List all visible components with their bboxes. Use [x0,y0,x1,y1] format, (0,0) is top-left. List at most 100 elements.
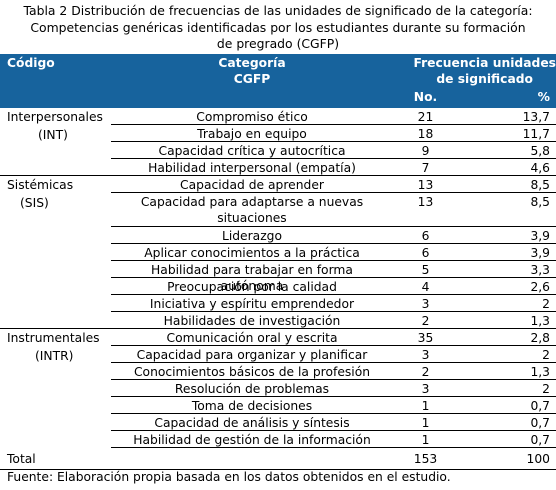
table-row: Iniciativa y espíritu emprendedor 3 2 [0,295,556,312]
table-row: Resolución de problemas 3 2 [0,380,556,397]
row-no: 1 [393,397,458,414]
row-category: Liderazgo [111,227,393,244]
total-row: Total 153 100 [0,451,556,470]
row-no: 13 [393,193,458,227]
row-pct: 8,5 [458,193,556,227]
caption-line-1: Tabla 2 Distribución de frecuencias de l… [23,3,533,18]
row-category: Capacidad de análisis y síntesis [111,414,393,431]
row-category: Capacidad para adaptarse a nuevas situac… [111,193,393,227]
row-no: 4 [393,278,458,295]
table-row: Toma de decisiones 1 0,7 [0,397,556,414]
row-no: 5 [393,261,458,278]
table-row: Conocimientos básicos de la profesión 2 1,… [0,363,556,380]
header-pct: % [537,90,550,104]
row-category: Comunicación oral y escrita [111,329,393,346]
row-no: 1 [393,431,458,448]
row-no: 18 [393,125,458,142]
group-label-line-1: Interpersonales [7,110,103,124]
group-label: Interpersonales (INT) [7,108,103,144]
group-label-line-2: (SIS) [20,196,49,210]
row-no: 3 [393,346,458,363]
row-category: Capacidad de aprender [111,176,393,193]
source-note: Fuente: Elaboración propia basada en los… [7,470,451,484]
header-no: No. [413,90,438,104]
table-row: Habilidad de gestión de la información 1 0… [0,431,556,448]
header-category-line-1: Categoría [218,56,286,70]
row-pct: 0,7 [458,414,556,431]
row-pct: 2 [458,346,556,363]
row-pct: 3,3 [458,261,556,278]
row-category: Iniciativa y espíritu emprendedor [111,295,393,312]
row-category: Habilidad de gestión de la información [111,431,393,448]
row-category: Habilidad para trabajar en forma autónom… [111,261,393,293]
group-label: Sistémicas (SIS) [7,176,73,212]
table-row: Habilidad interpersonal (empatía) 7 4,6 [0,159,556,176]
group-label-line-1: Sistémicas [7,178,74,192]
row-no: 21 [393,108,458,125]
row-no: 3 [393,380,458,397]
row-pct: 11,7 [458,125,556,142]
row-no: 1 [393,414,458,431]
total-pct: 100 [526,452,550,466]
row-no: 7 [393,159,458,176]
caption-line-3: de pregrado (CGFP) [216,36,340,51]
row-no: 2 [393,363,458,380]
row-category: Capacidad crítica y autocrítica [111,142,393,159]
table-row: Liderazgo 6 3,9 [0,227,556,244]
row-category: Toma de decisiones [111,397,393,414]
header-code: Código [7,56,55,70]
row-pct: 2 [458,380,556,397]
row-category: Habilidades de investigación [111,312,393,329]
table-row: Capacidad de análisis y síntesis 1 0,7 [0,414,556,431]
group-label-line-2: (INTR) [35,349,74,363]
table-row: Preocupación por la calidad 4 2,6 [0,278,556,295]
header-category-line-2: CGFP [233,72,271,86]
row-pct: 3,9 [458,227,556,244]
row-category: Resolución de problemas [111,380,393,397]
table-row: Compromiso ético 21 13,7 [0,108,556,125]
row-no: 6 [393,227,458,244]
row-no: 6 [393,244,458,261]
row-no: 2 [393,312,458,329]
table-row: Habilidades de investigación 2 1,3 [0,312,556,329]
group-separator [0,328,111,329]
table-row: Aplicar conocimientos a la práctica 6 3,9 [0,244,556,261]
row-pct: 1,3 [458,363,556,380]
table-row: Comunicación oral y escrita 35 2,8 [0,329,556,346]
table-row: Capacidad de aprender 13 8,5 [0,176,556,193]
row-category: Habilidad interpersonal (empatía) [111,159,393,176]
total-label: Total [7,452,36,466]
row-pct: 13,7 [458,108,556,125]
row-category: Capacidad para organizar y planificar [111,346,393,363]
row-pct: 0,7 [458,431,556,448]
table-row: Habilidad para trabajar en forma autónom… [0,261,556,293]
caption-line-2: Competencias genéricas identificadas por… [30,19,526,35]
row-pct: 1,3 [458,312,556,329]
row-pct: 2,6 [458,278,556,295]
row-pct: 2 [458,295,556,312]
row-pct: 0,7 [458,397,556,414]
row-category: Compromiso ético [111,108,393,125]
row-no: 9 [393,142,458,159]
row-pct: 8,5 [458,176,556,193]
table-row: Trabajo en equipo 18 11,7 [0,125,556,142]
table-row: Capacidad para organizar y planificar 3 2 [0,346,556,363]
table-header: Código Categoría CGFP Frecuencia unidade… [0,54,556,108]
group-label-line-1: Instrumentales [7,331,100,345]
row-pct: 3,9 [458,244,556,261]
header-frequency-line-1: Frecuencia unidades [413,56,556,70]
row-category: Conocimientos básicos de la profesión [111,363,393,380]
total-no: 153 [413,452,438,466]
table-caption: Tabla 2 Distribución de frecuencias de l… [0,3,556,53]
row-no: 13 [393,176,458,193]
row-pct: 2,8 [458,329,556,346]
table-row: Capacidad crítica y autocrítica 9 5,8 [0,142,556,159]
table-row: Capacidad para adaptarse a nuevas situac… [0,193,556,227]
row-pct: 5,8 [458,142,556,159]
row-no: 3 [393,295,458,312]
row-category: Aplicar conocimientos a la práctica [111,244,393,261]
row-pct: 4,6 [458,159,556,176]
row-category: Trabajo en equipo [111,125,393,142]
group-separator [0,175,111,176]
row-category: Preocupación por la calidad [111,278,393,295]
